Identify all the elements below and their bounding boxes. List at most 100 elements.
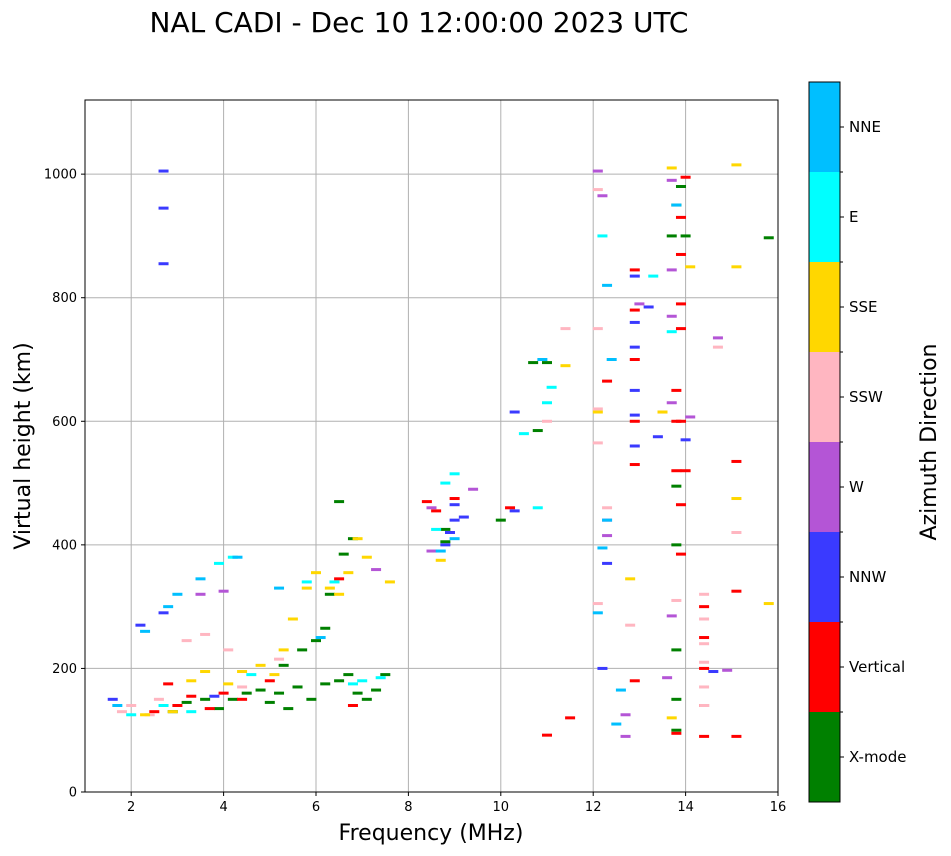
data-point [324,592,335,596]
data-point [680,438,691,442]
data-point [699,642,710,646]
data-point [671,731,682,735]
data-point [592,441,603,445]
data-point [675,419,686,423]
data-point [542,419,552,423]
series-nne [112,203,682,726]
data-point [546,385,557,389]
data-point [542,401,552,405]
data-point [592,327,603,331]
data-point [699,685,710,689]
data-point [329,580,340,584]
data-point [731,163,742,167]
data-point [324,586,335,590]
data-point [625,577,636,581]
data-point [680,175,691,179]
data-point [315,636,326,640]
data-point [699,704,710,707]
data-point [606,358,617,361]
data-point [592,188,603,192]
data-point [560,327,571,331]
data-point [629,444,640,448]
y-tick-label: 600 [52,415,77,430]
data-point [158,611,169,615]
series-w [195,169,733,738]
y-tick-label: 800 [52,291,77,306]
data-point [181,639,192,643]
colorbar-label-item: W [849,478,864,496]
colorbar-frame [808,81,841,803]
data-point [731,531,742,534]
data-point [163,682,174,686]
data-point [195,577,206,581]
data-point [671,728,682,732]
data-point [255,688,266,692]
data-point [107,697,118,701]
data-point [200,632,211,636]
data-point [449,503,460,507]
data-point [597,546,608,550]
data-point [421,500,432,504]
data-point [435,558,446,562]
data-point [301,580,312,584]
data-point [264,700,275,704]
data-point [209,694,220,698]
data-point [675,252,686,256]
colorbar-segment [809,622,840,712]
data-point [699,660,710,664]
data-point [722,668,733,672]
colorbar-label-item: X-mode [849,748,906,766]
data-point [311,639,321,643]
data-point [537,358,548,361]
data-point [666,178,677,182]
series-vertical [149,175,742,738]
data-point [426,506,437,510]
data-point [320,626,331,630]
data-point [440,543,451,547]
data-point [320,682,331,686]
data-point [241,691,252,695]
data-point [731,459,742,463]
data-point [444,531,455,534]
data-point [361,697,372,701]
y-tick-label: 400 [52,538,77,553]
colorbar-segment [809,442,840,532]
colorbar-segment [809,352,840,442]
data-point [371,568,382,572]
data-point [200,697,211,701]
y-axis-ticks: 0 200 400 600 800 1000 [44,168,85,801]
data-point [597,194,608,198]
data-point [671,388,682,392]
data-point [200,670,211,674]
data-point [167,710,178,714]
series-sse [140,163,774,720]
colorbar-label: Azimuth Direction [917,343,942,540]
data-point [361,555,372,559]
data-point [274,586,285,590]
data-point [592,410,603,414]
colorbar-segment [809,532,840,622]
data-point [532,429,543,433]
data-point [195,592,206,596]
data-point [629,419,640,423]
data-point [675,552,686,556]
data-point [283,707,294,711]
data-point [347,682,358,686]
x-tick-label: 10 [493,800,510,815]
data-point [643,305,654,309]
data-point [223,648,234,652]
data-point [699,605,710,609]
chart-title: NAL CADI - Dec 10 12:00:00 2023 UTC [150,6,689,39]
data-point [158,169,169,173]
x-tick-label: 16 [770,800,787,815]
data-point [237,697,248,701]
data-point [629,679,640,683]
data-point [699,666,710,670]
data-point [708,670,719,674]
data-point [611,722,622,726]
data-point [731,265,742,269]
data-point [675,327,686,331]
data-point [126,713,137,717]
data-point [149,710,160,714]
data-point [112,704,123,707]
